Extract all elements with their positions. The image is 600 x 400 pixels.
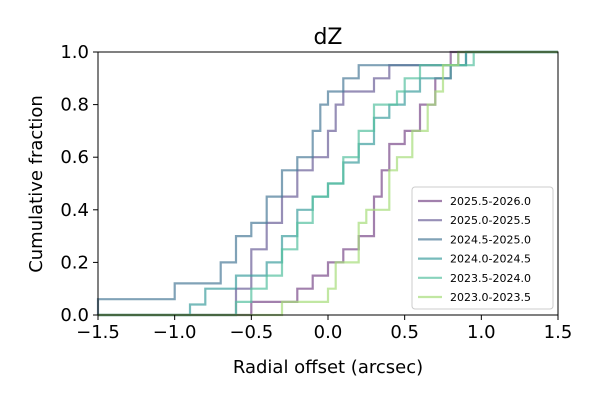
y-tick-label: 0.6 xyxy=(60,147,89,168)
y-tick-label: 0.4 xyxy=(60,200,89,221)
x-tick-label: 0.5 xyxy=(390,322,419,343)
legend: 2025.5-2026.0 2025.0-2025.5 2024.5-2025.0 2… xyxy=(411,186,554,310)
legend-label-5: 2023.0-2023.5 xyxy=(450,291,531,304)
series-line-2 xyxy=(96,50,558,315)
legend-label-4: 2023.5-2024.0 xyxy=(450,272,531,285)
legend-box xyxy=(411,186,554,310)
y-tick-label: 0.2 xyxy=(60,252,89,273)
series-line-1 xyxy=(98,50,558,317)
legend-label-3: 2024.0-2024.5 xyxy=(450,253,531,266)
legend-label-0: 2025.5-2026.0 xyxy=(450,195,531,208)
x-tick-label: −1.0 xyxy=(153,322,197,343)
y-tick-label: 0.0 xyxy=(60,305,89,326)
x-tick-label: 0.0 xyxy=(314,322,343,343)
y-axis-ticks: 0.0 0.2 0.4 0.6 0.8 1.0 xyxy=(60,42,98,326)
x-tick-label: −0.5 xyxy=(229,322,273,343)
x-tick-label: −1.5 xyxy=(76,322,120,343)
series-line-5 xyxy=(98,50,558,317)
y-tick-label: 1.0 xyxy=(60,42,89,63)
x-tick-label: 1.0 xyxy=(467,322,496,343)
x-axis-ticks: −1.5 −1.0 −0.5 0.0 0.5 1.0 1.5 xyxy=(76,315,572,343)
legend-label-2: 2024.5-2025.0 xyxy=(450,233,531,246)
legend-label-1: 2025.0-2025.5 xyxy=(450,214,531,227)
series-line-4 xyxy=(98,50,558,317)
chart-title: dZ xyxy=(313,25,342,50)
y-tick-label: 0.8 xyxy=(60,95,89,116)
x-axis-title: Radial offset (arcsec) xyxy=(233,357,423,378)
plot-lines xyxy=(96,50,558,317)
x-tick-label: 1.5 xyxy=(544,322,573,343)
y-axis-title: Cumulative fraction xyxy=(26,95,47,273)
